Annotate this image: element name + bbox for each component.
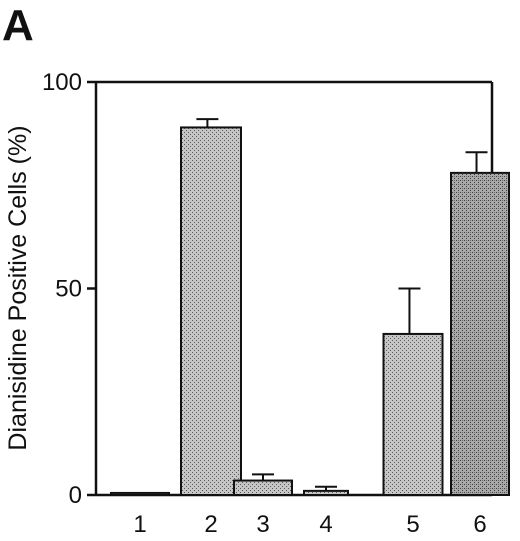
x-tick-label: 2 xyxy=(204,511,217,538)
y-tick-label: 0 xyxy=(69,482,82,509)
y-ticks xyxy=(87,80,96,497)
y-tick-label: 50 xyxy=(55,276,82,303)
bar-5 xyxy=(382,332,444,496)
x-tick-label: 6 xyxy=(473,511,486,538)
bar-1 xyxy=(110,491,170,496)
x-tick-label: 5 xyxy=(406,511,419,538)
x-tick-label: 3 xyxy=(256,511,269,538)
bars xyxy=(110,126,510,497)
x-tick-label: 4 xyxy=(319,511,332,538)
x-tick-label: 1 xyxy=(133,511,146,538)
panel-label: A xyxy=(2,1,34,50)
y-axis-title: Dianisidine Positive Cells (%) xyxy=(4,125,32,450)
y-tick-label: 100 xyxy=(42,69,82,96)
bar-6 xyxy=(450,171,510,497)
bar-2 xyxy=(180,126,242,497)
x-tick-labels: 1 2 3 4 5 6 xyxy=(133,511,486,538)
bar-4 xyxy=(303,489,349,496)
bar-3 xyxy=(233,479,293,497)
y-tick-labels: 0 50 100 xyxy=(42,69,82,509)
